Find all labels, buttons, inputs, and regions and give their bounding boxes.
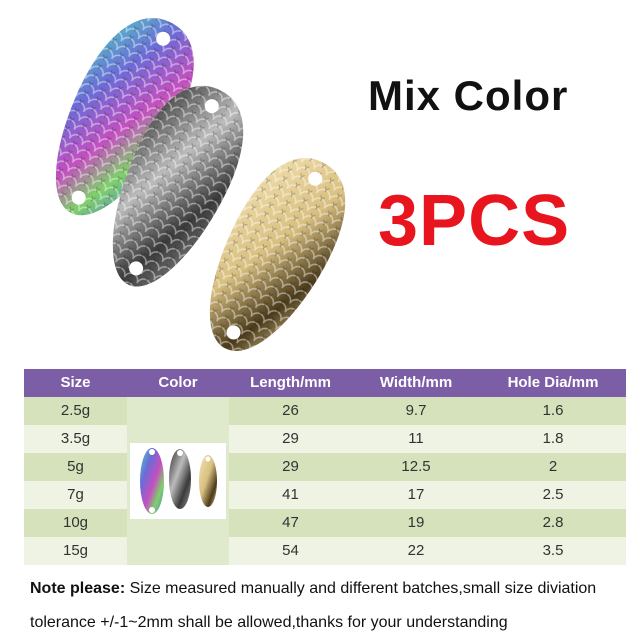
cell-length: 29 [229,425,352,453]
cell-hole-dia: 1.8 [480,425,626,453]
header-size: Size [24,369,127,397]
header-hole-dia: Hole Dia/mm [480,369,626,397]
mix-color-title: Mix Color [368,72,569,119]
rainbow-lure [56,18,194,216]
cell-size: 15g [24,537,127,565]
cell-hole-dia: 3.5 [480,537,626,565]
cell-color [127,397,229,565]
cell-length: 47 [229,509,352,537]
product-photo-spoon-lures [56,18,346,351]
table-header-row: Size Color Length/mm Width/mm Hole Dia/m… [24,369,626,397]
cell-length: 41 [229,481,352,509]
header-width: Width/mm [352,369,480,397]
table-row: 15g 54 22 3.5 [24,537,626,565]
cell-hole-dia: 1.6 [480,397,626,425]
cell-length: 26 [229,397,352,425]
cell-hole-dia: 2.8 [480,509,626,537]
quantity-label: 3PCS [378,181,571,261]
cell-size: 10g [24,509,127,537]
cell-width: 12.5 [352,453,480,481]
table-row: 7g 41 17 2.5 [24,481,626,509]
black-nickel-lure [112,85,244,287]
cell-hole-dia: 2 [480,453,626,481]
cell-width: 22 [352,537,480,565]
cell-width: 19 [352,509,480,537]
size-spec-table: Size Color Length/mm Width/mm Hole Dia/m… [24,369,626,565]
cell-size: 5g [24,453,127,481]
table-row: 5g 29 12.5 2 [24,453,626,481]
cell-length: 29 [229,453,352,481]
cell-width: 11 [352,425,480,453]
cell-hole-dia: 2.5 [480,481,626,509]
cell-length: 54 [229,537,352,565]
header-color: Color [127,369,229,397]
cell-size: 2.5g [24,397,127,425]
color-thumbnail [130,443,226,519]
table-row: 2.5g 26 9.7 1.6 [24,397,626,565]
table-row: 10g 47 19 2.8 [24,509,626,537]
note-label: Note please: [30,580,126,597]
note-text: Size measured manually and different bat… [30,580,597,631]
cell-width: 17 [352,481,480,509]
gold-lure [209,158,346,351]
note: Note please: Size measured manually and … [30,572,630,640]
cell-width: 9.7 [352,397,480,425]
cell-size: 3.5g [24,425,127,453]
header-length: Length/mm [229,369,352,397]
cell-size: 7g [24,481,127,509]
table-row: 3.5g 29 11 1.8 [24,425,626,453]
